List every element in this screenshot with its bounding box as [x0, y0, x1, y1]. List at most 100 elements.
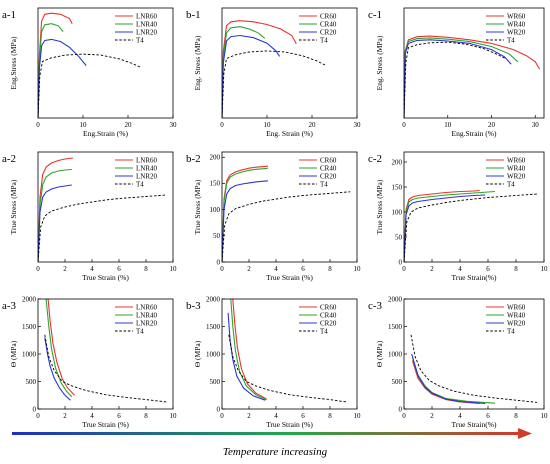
y-tick-label: 0	[399, 405, 403, 413]
x-tick-label: 4	[274, 412, 278, 420]
legend-label-lnr40: LNR40	[136, 164, 158, 172]
x-tick-label: 30	[170, 121, 178, 129]
legend-label-wr60: WR60	[507, 303, 526, 311]
x-tick-label: 8	[144, 265, 148, 273]
x-tick-label: 8	[328, 412, 332, 420]
series-layer	[404, 35, 541, 118]
panel-a-3: 0 2 4 6 8 10 0 500 1000 1500 2000 True Strain (%) Θ …	[2, 295, 177, 429]
panel-label: c-3	[368, 300, 383, 312]
series-layer	[222, 20, 326, 118]
x-tick-label: 10	[80, 121, 88, 129]
x-tick-label: 0	[36, 412, 40, 420]
legend-label-t4: T4	[320, 327, 328, 335]
legend-label-wr40: WR40	[507, 20, 526, 28]
y-tick-label: 2000	[22, 295, 37, 303]
y-tick-label: 1500	[22, 323, 37, 331]
panel-label: a-3	[2, 300, 17, 312]
temperature-caption: Temperature increasing	[222, 446, 328, 458]
y-axis-label: Θ (MPa)	[9, 340, 18, 367]
legend-label-wr60: WR60	[507, 156, 526, 164]
x-tick-label: 2	[430, 412, 434, 420]
y-axis-label: True Stress (MPa)	[375, 179, 384, 234]
legend-label-wr40: WR40	[507, 311, 526, 319]
series-line-t4	[410, 334, 538, 403]
x-tick-label: 0	[220, 121, 224, 129]
legend-label-cr60: CR60	[320, 12, 337, 20]
legend-label-cr20: CR20	[320, 319, 337, 327]
x-tick-label: 10	[541, 412, 549, 420]
x-tick-label: 0	[402, 121, 406, 129]
series-layer	[44, 299, 167, 403]
legend-label-cr60: CR60	[320, 156, 337, 164]
y-tick-label: 500	[210, 378, 221, 386]
x-tick-label: 10	[264, 121, 272, 129]
legend-label-wr20: WR20	[507, 28, 526, 36]
series-line-wr60	[404, 189, 480, 262]
legend-label-cr60: CR60	[320, 303, 337, 311]
legend-label-cr40: CR40	[320, 20, 337, 28]
x-tick-label: 2	[63, 412, 67, 420]
y-tick-label: 1000	[22, 350, 37, 358]
temperature-arrow-head	[518, 428, 532, 439]
series-line-wr60	[404, 35, 541, 118]
x-tick-label: 4	[274, 265, 278, 273]
plot-frame	[37, 7, 174, 119]
y-tick-label: 200	[210, 154, 221, 162]
legend-label-cr20: CR20	[320, 172, 337, 180]
x-tick-label: 2	[247, 265, 251, 273]
panel-label: a-2	[2, 153, 16, 165]
plot-frame	[221, 7, 358, 119]
y-axis-label: True Stress (MPa)	[9, 179, 18, 234]
legend-label-t4: T4	[136, 36, 144, 44]
series-line-wr40	[404, 37, 519, 118]
y-axis-label: True Stress (MPa)	[193, 179, 202, 234]
series-line-lnr40	[45, 299, 73, 398]
x-tick-label: 0	[402, 265, 406, 273]
panel-label: c-2	[368, 153, 382, 165]
legend-label-lnr60: LNR60	[136, 156, 158, 164]
y-tick-label: 1500	[206, 323, 221, 331]
series-line-cr40	[230, 299, 267, 401]
x-tick-label: 10	[170, 265, 178, 273]
x-axis-label: True Strain(%)	[452, 273, 497, 282]
x-tick-label: 2	[247, 412, 251, 420]
y-tick-label: 0	[217, 258, 221, 266]
series-line-cr20	[222, 180, 268, 262]
plot-frame	[403, 151, 545, 263]
panel-c-3: 0 2 4 6 8 10 0 500 1000 1500 2000 True Strain(%) Θ (…	[368, 295, 548, 429]
y-tick-label: 2000	[388, 295, 403, 303]
series-line-wr20	[411, 353, 486, 405]
x-axis-label: Eng. Strain (%)	[266, 129, 313, 138]
y-tick-label: 200	[392, 158, 403, 166]
panel-b-1: 0 10 20 30 Eng. Strain (%) Eng. Stress (MPa) b…	[186, 7, 361, 138]
series-line-t4	[228, 334, 347, 403]
y-tick-label: 500	[26, 378, 37, 386]
legend-label-lnr60: LNR60	[136, 12, 158, 20]
legend-label-lnr20: LNR20	[136, 28, 158, 36]
series-layer	[38, 12, 142, 118]
panel-a-1: 0 10 20 30 Eng.Strain (%) Eng.Stress (MPa) a-1…	[2, 7, 178, 138]
y-tick-label: 100	[392, 208, 403, 216]
x-tick-label: 8	[328, 265, 332, 273]
x-axis-label: Eng.Strain (%)	[452, 129, 497, 138]
x-tick-label: 10	[354, 265, 362, 273]
y-tick-label: 0	[217, 405, 221, 413]
panel-c-1: 0 10 20 30 Eng.Strain (%) Eng. Stress (MPa) c-…	[368, 7, 545, 138]
series-layer	[404, 189, 539, 262]
y-tick-label: 1000	[206, 350, 221, 358]
series-line-cr40	[222, 26, 266, 118]
series-layer	[222, 165, 351, 262]
panel-b-3: 0 2 4 6 8 10 0 500 1000 1500 2000 True Strain (%) Θ …	[186, 295, 361, 429]
legend-label-wr40: WR40	[507, 164, 526, 172]
y-tick-label: 2000	[206, 295, 221, 303]
series-line-cr40	[222, 167, 268, 262]
series-layer	[38, 157, 167, 262]
series-line-lnr20	[38, 184, 72, 262]
series-line-wr40	[411, 356, 496, 404]
x-tick-label: 30	[532, 121, 540, 129]
x-tick-label: 6	[301, 412, 305, 420]
x-tick-label: 6	[486, 412, 490, 420]
legend-label-wr20: WR20	[507, 319, 526, 327]
